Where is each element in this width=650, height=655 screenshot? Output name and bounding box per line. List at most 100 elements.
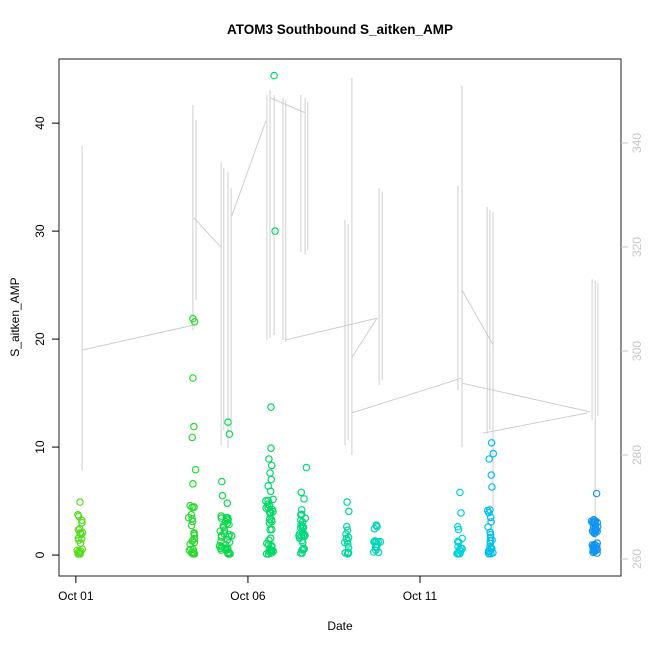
data-point <box>593 545 602 554</box>
x-tick-label: Oct 06 <box>230 589 266 603</box>
y-left-tick-label: 10 <box>33 440 47 454</box>
secondary-series-segment <box>351 377 463 414</box>
secondary-series-segment <box>482 412 588 434</box>
data-point <box>187 510 196 519</box>
data-point <box>343 498 351 506</box>
data-point <box>298 528 307 537</box>
data-point <box>270 71 278 80</box>
data-point <box>297 488 306 497</box>
data-point <box>189 549 198 558</box>
data-point <box>266 487 275 496</box>
data-point <box>76 498 84 506</box>
data-point <box>298 536 306 545</box>
x-tick-label: Oct 01 <box>58 589 94 603</box>
y-right-tick-label: 320 <box>630 237 644 257</box>
secondary-series-segment <box>82 324 194 351</box>
y-left-tick-label: 20 <box>33 332 47 346</box>
y-axis-title: S_aitken_AMP <box>8 277 22 357</box>
data-point <box>489 449 498 458</box>
data-point <box>218 491 227 500</box>
data-point <box>224 550 232 558</box>
data-point <box>453 537 462 546</box>
chart-title: ATOM3 Southbound S_aitken_AMP <box>226 22 453 37</box>
data-point <box>265 515 274 524</box>
data-point <box>78 518 86 527</box>
data-point <box>297 506 306 514</box>
data-point <box>487 544 496 552</box>
secondary-series-segment <box>284 317 378 341</box>
data-point <box>487 471 496 479</box>
data-point <box>267 475 276 484</box>
y-right-tick-label: 260 <box>630 549 644 569</box>
data-point <box>373 522 381 531</box>
data-point <box>454 538 463 547</box>
data-point <box>188 517 197 526</box>
data-point <box>267 461 276 470</box>
secondary-series-segment <box>269 97 306 114</box>
data-point <box>225 430 234 438</box>
data-point <box>299 545 308 554</box>
data-point <box>77 534 86 543</box>
data-point <box>267 403 275 411</box>
data-point <box>344 533 353 542</box>
data-point <box>189 536 197 545</box>
data-point <box>302 463 311 472</box>
data-point <box>76 539 85 547</box>
data-point <box>77 547 85 556</box>
data-point <box>271 227 279 235</box>
data-point <box>78 516 86 525</box>
data-point <box>74 525 83 534</box>
data-point <box>220 526 229 534</box>
data-point <box>344 548 352 557</box>
data-point <box>223 499 232 508</box>
plot-box <box>58 58 622 577</box>
data-point <box>218 477 226 486</box>
data-point <box>296 516 305 525</box>
data-point <box>268 517 276 526</box>
data-point <box>265 536 273 544</box>
data-point <box>266 469 274 477</box>
data-point <box>592 525 601 534</box>
data-point <box>455 545 464 554</box>
data-point <box>265 455 273 463</box>
y-right-tick-label: 340 <box>630 133 644 153</box>
data-point <box>190 528 198 537</box>
y-right-tick-label: 280 <box>630 445 644 465</box>
y-left-tick-label: 0 <box>33 551 47 558</box>
data-point <box>224 515 232 524</box>
data-point <box>298 549 306 558</box>
data-point <box>222 541 230 549</box>
y-left-tick-label: 30 <box>33 224 47 238</box>
data-point <box>224 418 232 427</box>
data-point <box>73 546 82 555</box>
data-point <box>592 489 601 498</box>
data-point <box>266 508 275 517</box>
secondary-series-segment <box>231 120 267 216</box>
y-left-tick-label: 40 <box>33 116 47 130</box>
data-point <box>454 550 462 558</box>
data-point <box>457 509 465 517</box>
data-point <box>74 510 82 519</box>
data-point <box>189 374 197 382</box>
data-point <box>300 544 308 553</box>
data-point <box>223 519 232 528</box>
data-point <box>456 488 464 497</box>
data-point <box>488 483 496 491</box>
data-point <box>191 465 200 474</box>
y-right-tick-label: 300 <box>630 341 644 361</box>
data-point <box>342 522 351 531</box>
secondary-series-segment <box>461 289 494 345</box>
data-point <box>268 546 276 555</box>
data-point <box>488 536 496 544</box>
data-point <box>189 479 197 488</box>
data-point <box>300 495 308 503</box>
data-point <box>343 526 352 535</box>
secondary-series-segment <box>351 317 378 358</box>
data-point <box>269 495 277 504</box>
data-point <box>188 433 197 442</box>
data-point <box>486 513 495 522</box>
data-point <box>190 317 199 326</box>
data-point <box>369 548 378 556</box>
